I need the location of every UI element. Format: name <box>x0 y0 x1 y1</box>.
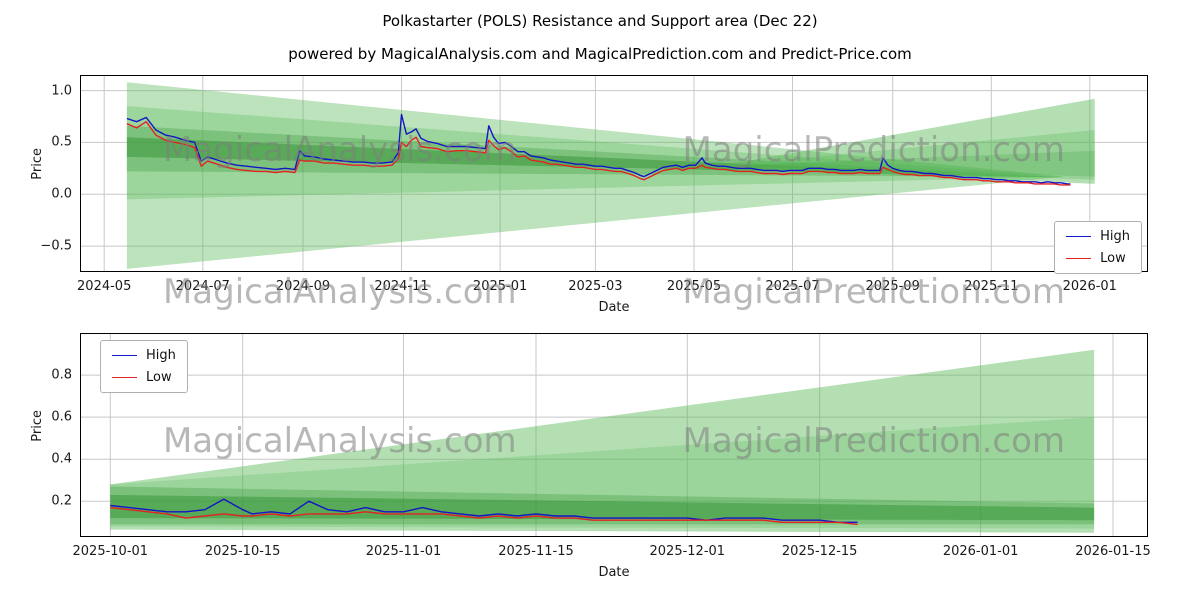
y-tick-label: 0.4 <box>51 451 72 467</box>
y-tick-label: 0.0 <box>51 186 72 202</box>
top-chart-legend: High Low <box>1054 221 1142 274</box>
x-tick-label: 2025-11-15 <box>498 544 574 559</box>
x-tick-label: 2024-07 <box>175 279 230 294</box>
x-tick-label: 2024-09 <box>275 279 331 294</box>
legend-entry-low: Low <box>1066 251 1130 266</box>
high-line-swatch <box>1066 236 1092 237</box>
bottom-chart: High Low 2025-10-01 2025-10-15 2025-11-01 2… <box>51 333 1151 559</box>
x-tick-label: 2025-01 <box>472 279 528 294</box>
page-subtitle: powered by MagicalAnalysis.com and Magic… <box>288 45 912 63</box>
page-title: Polkastarter (POLS) Resistance and Suppo… <box>382 12 818 30</box>
y-tick-label: 0.8 <box>51 367 72 383</box>
high-line-swatch <box>112 355 137 356</box>
legend-entry-high: High <box>112 348 176 363</box>
x-tick-label: 2025-12-15 <box>781 544 858 559</box>
y-tick-label: 1.0 <box>51 83 72 99</box>
x-tick-label: 2024-11 <box>374 279 429 294</box>
x-tick-label: 2026-01-15 <box>1075 544 1151 559</box>
x-tick-label: 2025-09 <box>865 279 920 294</box>
legend-entry-low: Low <box>112 370 176 385</box>
y-tick-label: 0.6 <box>51 409 72 425</box>
x-tick-label: 2025-03 <box>568 279 623 294</box>
bottom-chart-legend: High Low <box>100 340 188 393</box>
legend-label-high: High <box>146 348 176 363</box>
x-axis-label-top: Date <box>598 300 630 315</box>
x-tick-label: 2025-11-01 <box>365 544 442 559</box>
x-tick-label: 2025-07 <box>765 279 820 294</box>
y-axis-label-top: Price <box>30 148 45 180</box>
top-chart: High Low 2024-05 2024-07 2024-09 2024-11 202… <box>40 75 1148 294</box>
low-line-swatch <box>112 377 137 378</box>
x-tick-label: 2025-11 <box>964 279 1019 294</box>
bottom-chart-canvas <box>80 333 1148 537</box>
y-tick-label: 0.2 <box>51 493 72 509</box>
x-tick-label: 2026-01 <box>1062 279 1117 294</box>
x-tick-label: 2025-10-15 <box>204 544 281 559</box>
low-line-swatch <box>1066 258 1092 259</box>
x-tick-label: 2025-05 <box>666 279 722 294</box>
x-tick-label: 2025-12-01 <box>649 544 726 559</box>
y-tick-label: −0.5 <box>40 238 72 254</box>
legend-label-high: High <box>1100 229 1130 244</box>
x-axis-label-bottom: Date <box>598 565 630 580</box>
x-tick-label: 2025-10-01 <box>72 544 149 559</box>
x-tick-label: 2024-05 <box>77 279 132 294</box>
legend-entry-high: High <box>1066 229 1130 244</box>
y-tick-label: 0.5 <box>51 134 72 150</box>
legend-label-low: Low <box>1100 251 1126 266</box>
legend-label-low: Low <box>146 370 172 385</box>
y-axis-label-bottom: Price <box>30 410 45 442</box>
top-chart-canvas <box>80 75 1148 272</box>
x-tick-label: 2026-01-01 <box>942 544 1019 559</box>
